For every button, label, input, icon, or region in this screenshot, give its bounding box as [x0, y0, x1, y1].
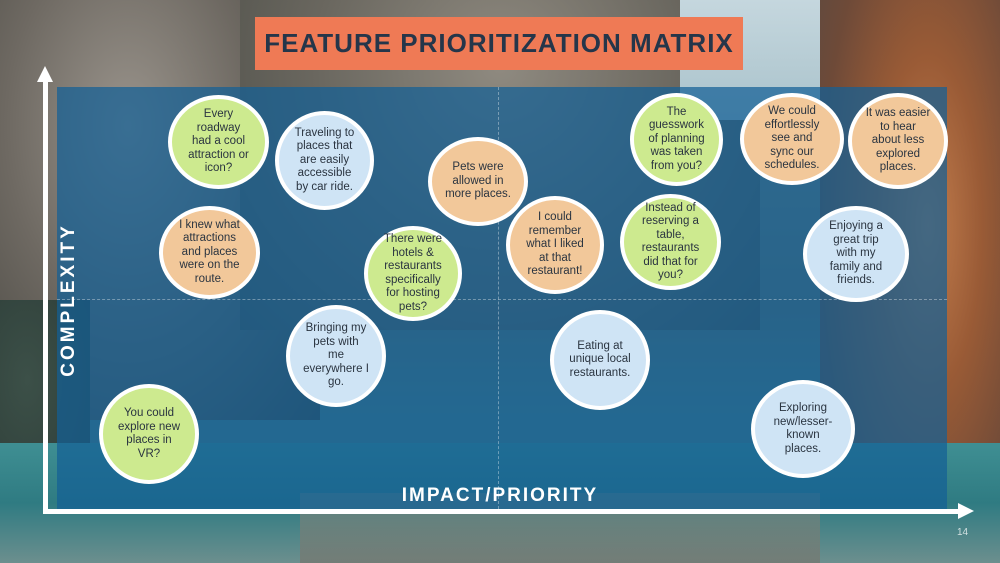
- idea-bubble: We could effortlessly see and sync our s…: [740, 93, 844, 185]
- x-axis-arrow-icon: [958, 503, 974, 519]
- idea-bubble-text: Enjoying a great trip with my family and…: [829, 220, 883, 287]
- idea-bubble: The guesswork of planning was taken from…: [630, 93, 723, 186]
- y-axis-arrow-icon: [37, 66, 53, 82]
- idea-bubble: Bringing my pets with me everywhere I go…: [286, 305, 386, 407]
- idea-bubble-text: I could remember what I liked at that re…: [526, 211, 584, 278]
- idea-bubble-text: It was easier to hear about less explore…: [865, 107, 931, 174]
- idea-bubble-text: Instead of reserving a table, restaurant…: [641, 201, 700, 282]
- idea-bubble-text: Every roadway had a cool attraction or i…: [188, 108, 249, 175]
- y-axis-label: COMPLEXITY: [58, 223, 79, 377]
- idea-bubble-text: There were hotels & restaurants specific…: [383, 233, 443, 313]
- idea-bubble-text: Eating at unique local restaurants.: [569, 339, 631, 379]
- idea-bubble-text: You could explore new places in VR?: [117, 407, 180, 460]
- idea-bubble: Instead of reserving a table, restaurant…: [620, 194, 721, 290]
- idea-bubble: Exploring new/lesser- known places.: [751, 380, 855, 478]
- idea-bubble: Eating at unique local restaurants.: [550, 310, 650, 410]
- idea-bubble: There were hotels & restaurants specific…: [364, 226, 462, 321]
- idea-bubble-text: Pets were allowed in more places.: [445, 161, 511, 201]
- quadrant-divider-horizontal: [57, 299, 947, 300]
- idea-bubble: Every roadway had a cool attraction or i…: [168, 95, 269, 189]
- idea-bubble-text: I knew what attractions and places were …: [179, 218, 240, 285]
- x-axis-label: IMPACT/PRIORITY: [401, 485, 599, 506]
- idea-bubble: Enjoying a great trip with my family and…: [803, 206, 909, 302]
- x-axis-line: [43, 509, 962, 514]
- idea-bubble: It was easier to hear about less explore…: [848, 93, 948, 189]
- page-number: 14: [957, 527, 969, 538]
- idea-bubble: Pets were allowed in more places.: [428, 137, 528, 226]
- idea-bubble-text: Traveling to places that are easily acce…: [294, 126, 355, 193]
- title-banner: FEATURE PRIORITIZATION MATRIX: [255, 17, 743, 70]
- idea-bubble: Traveling to places that are easily acce…: [275, 111, 374, 210]
- idea-bubble-text: The guesswork of planning was taken from…: [648, 105, 705, 172]
- quadrant-divider-vertical: [498, 87, 499, 509]
- idea-bubble: I knew what attractions and places were …: [159, 206, 260, 299]
- idea-bubble: I could remember what I liked at that re…: [506, 196, 604, 294]
- idea-bubble: You could explore new places in VR?: [99, 384, 199, 484]
- idea-bubble-text: We could effortlessly see and sync our s…: [764, 105, 820, 172]
- idea-bubble-text: Exploring new/lesser- known places.: [773, 402, 833, 455]
- idea-bubble-text: Bringing my pets with me everywhere I go…: [303, 322, 369, 389]
- y-axis-line: [43, 78, 48, 514]
- page-title: FEATURE PRIORITIZATION MATRIX: [264, 28, 734, 58]
